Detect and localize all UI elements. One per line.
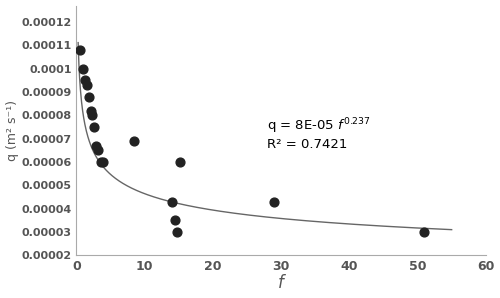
Point (172, 218, 179, 223)
Point (87, 108, 95, 113)
Point (88, 113, 96, 118)
Point (92, 143, 100, 148)
Point (80, 66, 88, 71)
Point (130, 139, 138, 143)
Point (174, 229, 182, 234)
Point (76, 47, 84, 52)
Point (94, 148, 102, 153)
Point (97, 159, 105, 164)
Point (168, 199, 176, 204)
Point (82, 78, 90, 83)
Point (99, 159, 107, 164)
Point (420, 229, 428, 234)
X-axis label: f: f (278, 274, 284, 292)
Point (270, 199, 278, 204)
Point (84, 83, 92, 87)
Point (84, 94, 92, 99)
Y-axis label: q (m² s⁻¹): q (m² s⁻¹) (6, 100, 18, 161)
Text: q = 8E-05 $\it{f}^{0.237}$
R² = 0.7421: q = 8E-05 $\it{f}^{0.237}$ R² = 0.7421 (268, 117, 371, 151)
Point (90, 125, 98, 129)
Point (176, 159, 184, 164)
